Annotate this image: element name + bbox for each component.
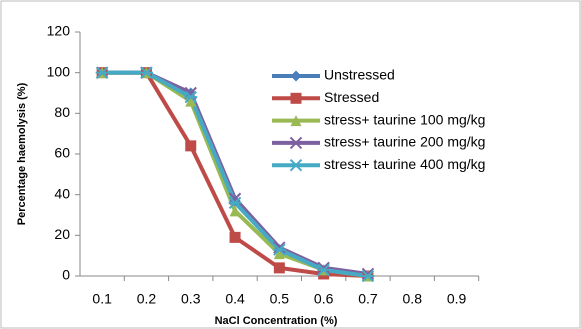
x-tick-label: 0.6 — [314, 291, 334, 307]
x-tick-label: 0.5 — [270, 291, 290, 307]
x-tick-label: 0.8 — [403, 291, 423, 307]
x-tick-label: 0.7 — [358, 291, 378, 307]
x-tick-label: 0.4 — [225, 291, 245, 307]
data-point — [273, 241, 286, 254]
legend-label: stress+ taurine 400 mg/kg — [324, 156, 485, 172]
x-tick-label: 0.1 — [92, 291, 112, 307]
legend-marker — [290, 115, 302, 127]
y-axis-label: Percentage haemolysis (%) — [16, 82, 28, 225]
data-point — [185, 140, 197, 152]
legend-label: Stressed — [324, 89, 379, 105]
data-point — [317, 261, 330, 275]
data-point — [361, 269, 375, 283]
x-tick-label: 0.3 — [181, 291, 201, 307]
data-point — [229, 231, 241, 243]
legend-marker — [290, 92, 302, 104]
y-tick-label: 0 — [62, 267, 70, 283]
y-tick-label: 100 — [47, 63, 71, 79]
data-point — [273, 248, 285, 260]
y-tick-label: 120 — [47, 23, 71, 39]
legend-marker — [289, 136, 303, 150]
data-point — [184, 90, 198, 104]
data-point — [272, 243, 286, 256]
data-point — [139, 66, 153, 79]
y-tick-label: 80 — [54, 104, 70, 120]
data-point — [273, 262, 285, 274]
legend-label: Unstressed — [324, 67, 395, 83]
y-tick-label: 20 — [54, 226, 70, 242]
legend-marker — [290, 70, 302, 82]
y-tick-label: 40 — [54, 185, 70, 201]
data-point — [95, 66, 109, 79]
data-point — [228, 196, 242, 210]
x-tick-label: 0.9 — [447, 291, 467, 307]
data-point — [185, 95, 197, 107]
legend-label: stress+ taurine 200 mg/kg — [324, 134, 485, 150]
data-point — [317, 263, 331, 277]
x-tick-label: 0.2 — [137, 291, 157, 307]
data-point — [361, 267, 375, 281]
data-point — [229, 205, 241, 217]
legend-marker — [289, 158, 303, 172]
legend-label: stress+ taurine 100 mg/kg — [324, 111, 485, 127]
y-tick-label: 60 — [54, 145, 70, 161]
x-axis-label: NaCl Concentration (%) — [215, 315, 338, 327]
